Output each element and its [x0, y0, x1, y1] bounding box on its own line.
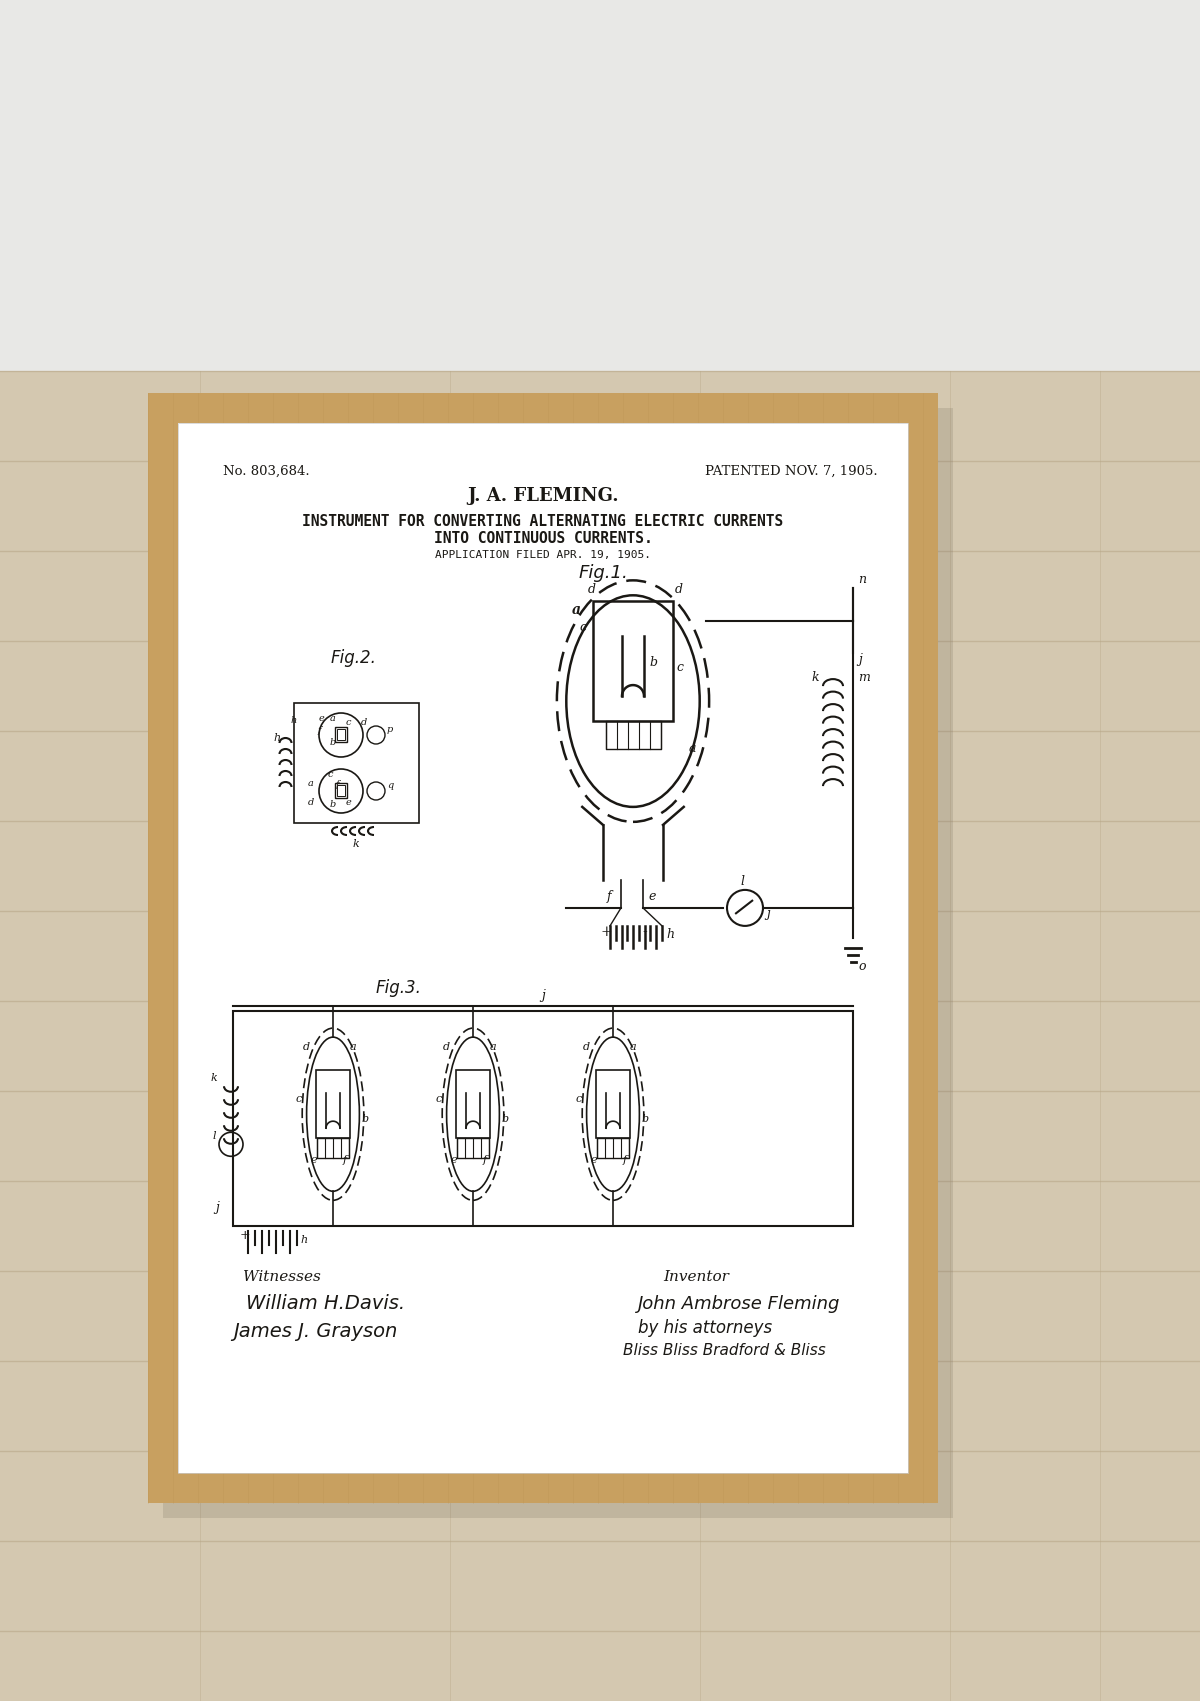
Text: k: k [353, 839, 359, 849]
Text: p: p [386, 725, 394, 735]
Text: c: c [580, 621, 586, 634]
Text: f: f [623, 1155, 628, 1165]
Bar [148, 393, 938, 1504]
Text: a: a [308, 779, 314, 788]
Text: APPLICATION FILED APR. 19, 1905.: APPLICATION FILED APR. 19, 1905. [436, 549, 650, 560]
Text: No. 803,684.: No. 803,684. [223, 464, 310, 478]
Text: o: o [858, 959, 865, 973]
Text: b: b [361, 1114, 368, 1124]
Text: e: e [346, 798, 352, 806]
Text: a: a [490, 1043, 496, 1053]
Text: k: k [211, 1073, 217, 1084]
Text: +: + [240, 1230, 251, 1242]
Text: f: f [607, 890, 612, 903]
Text: d: d [308, 798, 314, 806]
Text: INTO CONTINUOUS CURRENTS.: INTO CONTINUOUS CURRENTS. [433, 531, 653, 546]
Bar [598, 1138, 629, 1158]
Bar [163, 408, 953, 1517]
Text: Fig.1.: Fig.1. [578, 565, 628, 582]
Text: Bliss Bliss Bradford & Bliss: Bliss Bliss Bradford & Bliss [623, 1344, 826, 1357]
Text: b: b [642, 1114, 649, 1124]
Bar [178, 424, 908, 1473]
Text: b: b [502, 1114, 509, 1124]
Text: c: c [576, 1094, 582, 1104]
Text: f: f [336, 781, 340, 789]
Text: h: h [666, 929, 674, 941]
Bar [316, 1070, 350, 1138]
Text: INSTRUMENT FOR CONVERTING ALTERNATING ELECTRIC CURRENTS: INSTRUMENT FOR CONVERTING ALTERNATING EL… [302, 514, 784, 529]
Text: PATENTED NOV. 7, 1905.: PATENTED NOV. 7, 1905. [706, 464, 878, 478]
Text: b: b [649, 657, 658, 668]
Text: e: e [648, 890, 655, 903]
Text: n: n [858, 573, 866, 587]
Text: f: f [318, 726, 322, 735]
Bar [335, 784, 347, 798]
Bar [337, 786, 346, 796]
Bar [596, 1070, 630, 1138]
Bar [593, 600, 673, 721]
Bar [335, 728, 347, 743]
Text: j: j [541, 988, 545, 1002]
Bar [0, 371, 1200, 1701]
Text: by his attorneys: by his attorneys [638, 1318, 772, 1337]
Text: a: a [688, 742, 696, 755]
Text: q: q [386, 781, 394, 789]
Text: f: f [343, 1155, 347, 1165]
Text: b: b [330, 738, 336, 747]
Text: d: d [674, 583, 683, 595]
Text: a: a [630, 1043, 636, 1053]
Text: j: j [858, 653, 862, 667]
Text: l: l [214, 1131, 216, 1141]
Text: m: m [858, 672, 870, 684]
Bar [233, 1010, 853, 1226]
Text: c: c [295, 1094, 302, 1104]
Text: f: f [482, 1155, 487, 1165]
Text: e: e [311, 1155, 318, 1165]
Text: j: j [215, 1201, 218, 1215]
Bar [0, 0, 1200, 371]
Bar [317, 1138, 349, 1158]
Text: James J. Grayson: James J. Grayson [233, 1322, 397, 1340]
Text: Inventor: Inventor [662, 1271, 728, 1284]
Text: a: a [330, 714, 336, 723]
Text: J. A. FLEMING.: J. A. FLEMING. [467, 486, 619, 505]
Text: b: b [330, 799, 336, 810]
Text: j: j [766, 907, 770, 920]
Text: John Ambrose Fleming: John Ambrose Fleming [638, 1294, 840, 1313]
Text: d: d [583, 1043, 590, 1053]
Bar [606, 721, 660, 748]
Text: +: + [600, 925, 612, 939]
Text: c: c [676, 660, 683, 674]
Text: d: d [302, 1043, 310, 1053]
Bar [337, 730, 346, 740]
Text: d: d [443, 1043, 450, 1053]
Text: c: c [436, 1094, 442, 1104]
Bar [294, 703, 419, 823]
Text: Fig.3.: Fig.3. [376, 980, 421, 997]
Text: e: e [319, 714, 325, 723]
Text: h: h [274, 733, 281, 743]
Text: a: a [349, 1043, 356, 1053]
Text: -: - [642, 925, 647, 939]
Text: h: h [290, 716, 296, 725]
Text: l: l [740, 874, 744, 888]
Text: d: d [588, 583, 596, 595]
Text: d: d [361, 718, 367, 726]
Text: a: a [572, 602, 581, 617]
Text: c: c [328, 771, 334, 779]
Bar [457, 1138, 490, 1158]
Text: e: e [592, 1155, 598, 1165]
Text: c: c [346, 718, 352, 726]
Text: e: e [451, 1155, 457, 1165]
Text: h: h [300, 1235, 307, 1245]
Text: k: k [811, 672, 818, 684]
Text: Witnesses: Witnesses [242, 1271, 320, 1284]
Text: William H.Davis.: William H.Davis. [246, 1294, 406, 1313]
Bar [178, 424, 908, 1473]
Bar [456, 1070, 490, 1138]
Text: Fig.2.: Fig.2. [330, 650, 376, 667]
